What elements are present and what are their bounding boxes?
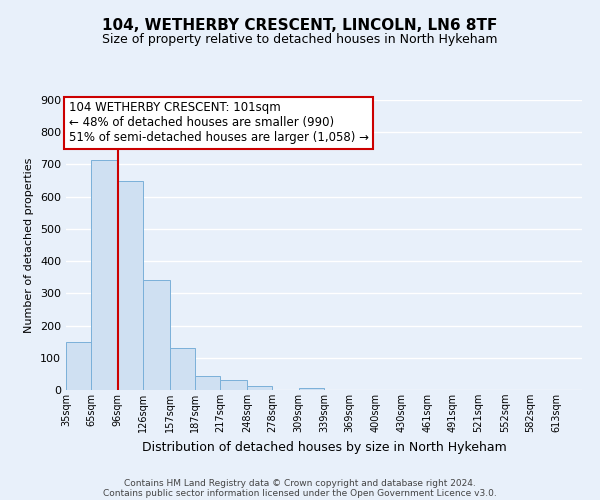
- Bar: [220, 380, 247, 390]
- Y-axis label: Number of detached properties: Number of detached properties: [25, 158, 34, 332]
- Text: 104, WETHERBY CRESCENT, LINCOLN, LN6 8TF: 104, WETHERBY CRESCENT, LINCOLN, LN6 8TF: [103, 18, 497, 32]
- Bar: [299, 388, 324, 390]
- Bar: [66, 342, 91, 390]
- X-axis label: Distribution of detached houses by size in North Hykeham: Distribution of detached houses by size …: [142, 440, 506, 454]
- Text: Size of property relative to detached houses in North Hykeham: Size of property relative to detached ho…: [102, 32, 498, 46]
- Bar: [118, 180, 143, 390]
- Bar: [143, 280, 170, 390]
- Text: Contains HM Land Registry data © Crown copyright and database right 2024.: Contains HM Land Registry data © Crown c…: [124, 478, 476, 488]
- Text: 104 WETHERBY CRESCENT: 101sqm
← 48% of detached houses are smaller (990)
51% of : 104 WETHERBY CRESCENT: 101sqm ← 48% of d…: [68, 102, 368, 144]
- Bar: [170, 348, 195, 390]
- Bar: [91, 160, 118, 390]
- Text: Contains public sector information licensed under the Open Government Licence v3: Contains public sector information licen…: [103, 488, 497, 498]
- Bar: [195, 376, 220, 390]
- Bar: [247, 386, 272, 390]
